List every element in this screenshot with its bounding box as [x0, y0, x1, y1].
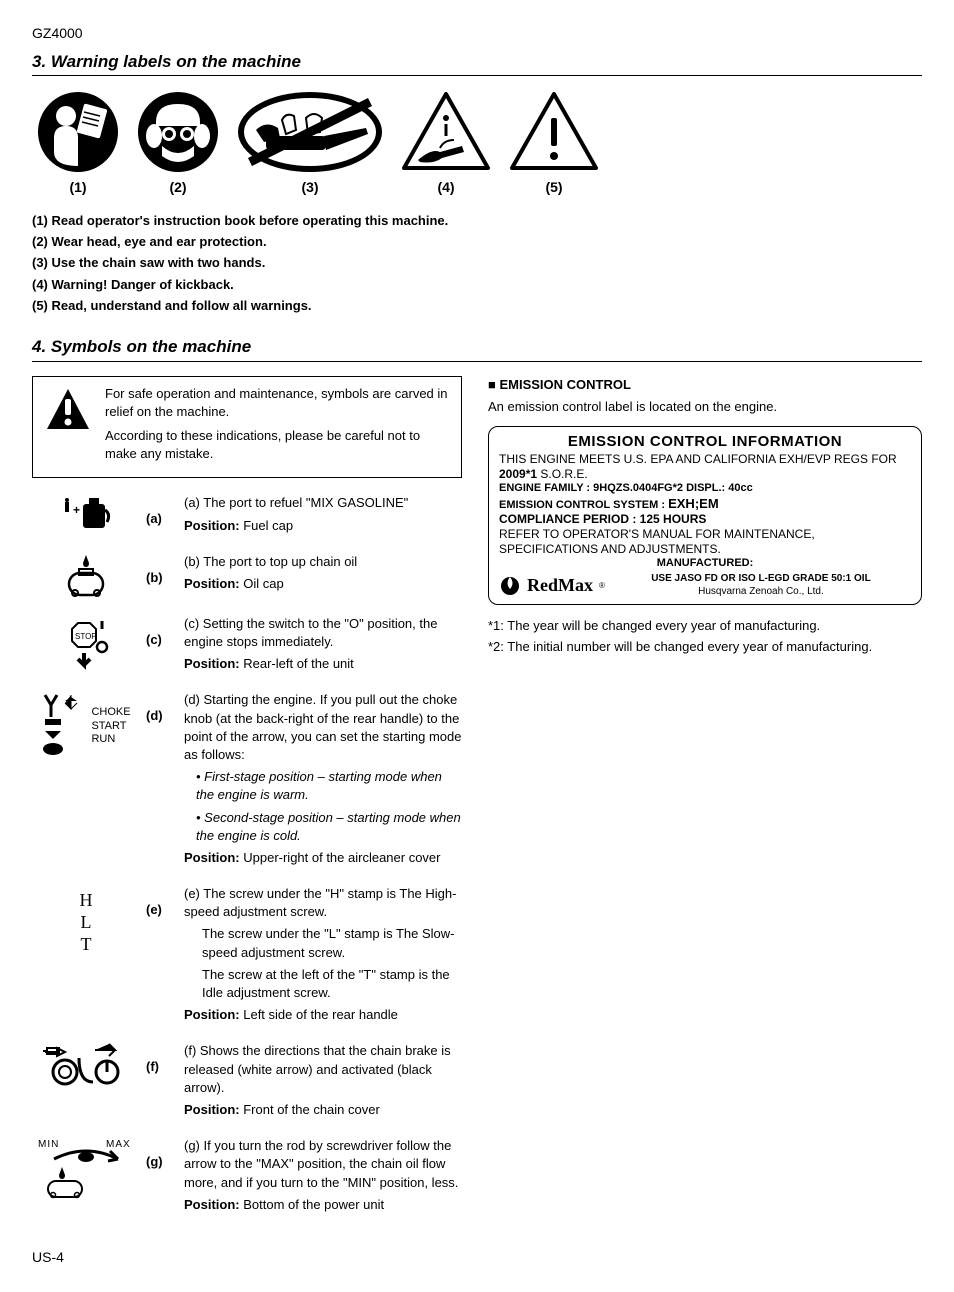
- symbol-c-pos: Rear-left of the unit: [243, 656, 354, 671]
- intro-box: For safe operation and maintenance, symb…: [32, 376, 462, 479]
- warn-label-2: (2): [169, 178, 186, 198]
- symbol-letter-a: (a): [146, 494, 172, 528]
- symbol-e-text1: (e) The screw under the "H" stamp is The…: [184, 885, 462, 921]
- symbol-e-text3: The screw at the left of the "T" stamp i…: [184, 966, 462, 1002]
- warn-text-1: (1) Read operator's instruction book bef…: [32, 212, 922, 230]
- warning-icon-5: (5): [508, 90, 600, 198]
- symbol-letter-d: (d): [146, 691, 172, 725]
- fuel-cap-icon: +: [59, 494, 113, 534]
- brand-redmax: RedMax: [527, 574, 593, 597]
- right-column: ■ EMISSION CONTROL An emission control l…: [488, 376, 922, 660]
- emission-mfg: Husqvarna Zenoah Co., Ltd.: [698, 586, 824, 597]
- warn-text-4: (4) Warning! Danger of kickback.: [32, 276, 922, 294]
- left-column: For safe operation and maintenance, symb…: [32, 376, 462, 1218]
- warning-icon-4: (4): [400, 90, 492, 198]
- warning-icon-1: (1): [36, 90, 120, 198]
- warn-text-2: (2) Wear head, eye and ear protection.: [32, 233, 922, 251]
- symbol-letter-c: (c): [146, 615, 172, 649]
- warn-text-5: (5) Read, understand and follow all warn…: [32, 297, 922, 315]
- min-label: MIN: [38, 1139, 59, 1150]
- warn-text-3: (3) Use the chain saw with two hands.: [32, 254, 922, 272]
- kickback-icon: [400, 90, 492, 174]
- emission-box-title: EMISSION CONTROL INFORMATION: [499, 433, 911, 452]
- page-header-model: GZ4000: [32, 24, 922, 44]
- emission-heading: ■ EMISSION CONTROL: [488, 376, 922, 394]
- oil-cap-icon: [61, 553, 111, 601]
- section-4-title: 4. Symbols on the machine: [32, 335, 922, 362]
- symbol-row-d: CHOKE START RUN (d) (d) Starting the eng…: [38, 691, 462, 871]
- emission-oil: USE JASO FD OR ISO L-EGD GRADE 50:1 OIL: [651, 573, 870, 584]
- warning-triangle-icon: [508, 90, 600, 174]
- max-label: MAX: [106, 1139, 131, 1150]
- choke-icon: [41, 691, 85, 761]
- symbol-d-sub2: Second-stage position – starting mode wh…: [196, 809, 462, 845]
- caution-triangle-icon: [43, 385, 93, 435]
- intro-text-2: According to these indications, please b…: [105, 427, 451, 463]
- choke-labels: CHOKE START RUN: [91, 706, 130, 747]
- footnotes: *1: The year will be changed every year …: [488, 617, 922, 656]
- symbol-g-text: (g) If you turn the rod by screwdriver f…: [184, 1137, 462, 1192]
- warning-icon-3: (3): [236, 90, 384, 198]
- symbol-f-pos: Front of the chain cover: [243, 1102, 380, 1117]
- symbol-letter-b: (b): [146, 553, 172, 587]
- oil-flow-icon: MIN MAX: [38, 1137, 134, 1199]
- symbol-b-pos: Oil cap: [243, 576, 283, 591]
- symbol-b-text: (b) The port to top up chain oil: [184, 553, 462, 571]
- svg-text:STOP: STOP: [75, 632, 97, 641]
- symbol-letter-g: (g): [146, 1137, 172, 1171]
- page-number: US-4: [32, 1248, 922, 1268]
- chain-brake-icon: [43, 1042, 129, 1088]
- symbol-g-pos: Bottom of the power unit: [243, 1197, 384, 1212]
- symbol-row-e: H L T (e) (e) The screw under the "H" st…: [38, 885, 462, 1028]
- symbol-e-pos: Left side of the rear handle: [243, 1007, 398, 1022]
- svg-text:+: +: [73, 503, 80, 517]
- symbol-d-text: (d) Starting the engine. If you pull out…: [184, 691, 462, 764]
- symbol-row-a: + (a) (a) The port to refuel "MIX GASOLI…: [38, 494, 462, 538]
- symbol-row-f: (f) (f) Shows the directions that the ch…: [38, 1042, 462, 1123]
- footnote-1: *1: The year will be changed every year …: [488, 617, 922, 635]
- intro-text-1: For safe operation and maintenance, symb…: [105, 385, 451, 421]
- symbol-a-text: (a) The port to refuel "MIX GASOLINE": [184, 494, 462, 512]
- stop-switch-icon: STOP: [56, 615, 116, 671]
- symbol-a-pos: Fuel cap: [243, 518, 293, 533]
- symbol-row-b: (b) (b) The port to top up chain oil Pos…: [38, 553, 462, 601]
- symbol-d-pos: Upper-right of the aircleaner cover: [243, 850, 440, 865]
- warn-label-5: (5): [545, 178, 562, 198]
- symbol-d-sub1: First-stage position – starting mode whe…: [196, 768, 462, 804]
- symbol-letter-e: (e): [146, 885, 172, 919]
- warn-label-4: (4): [437, 178, 454, 198]
- symbol-row-c: STOP (c) (c) Setting the switch to the "…: [38, 615, 462, 678]
- symbol-c-text: (c) Setting the switch to the "O" positi…: [184, 615, 462, 651]
- symbol-letter-f: (f): [146, 1042, 172, 1076]
- emission-sub: An emission control label is located on …: [488, 398, 922, 416]
- warning-icon-2: (2): [136, 90, 220, 198]
- warning-list: (1) Read operator's instruction book bef…: [32, 212, 922, 315]
- warn-label-3: (3): [301, 178, 318, 198]
- symbol-row-g: MIN MAX (g) (g) If you turn the rod by s…: [38, 1137, 462, 1218]
- symbol-f-text: (f) Shows the directions that the chain …: [184, 1042, 462, 1097]
- warn-label-1: (1): [69, 178, 86, 198]
- wear-protection-icon: [136, 90, 220, 174]
- section-3-title: 3. Warning labels on the machine: [32, 50, 922, 77]
- read-manual-icon: [36, 90, 120, 174]
- two-hands-icon: [236, 90, 384, 174]
- hlt-icon: H L T: [80, 885, 93, 959]
- emission-label-box: EMISSION CONTROL INFORMATION THIS ENGINE…: [488, 426, 922, 605]
- warning-icons-row: (1) (2) (3): [32, 90, 922, 198]
- symbol-e-text2: The screw under the "L" stamp is The Slo…: [184, 925, 462, 961]
- redmax-logo-icon: [499, 575, 521, 597]
- footnote-2: *2: The initial number will be changed e…: [488, 638, 922, 656]
